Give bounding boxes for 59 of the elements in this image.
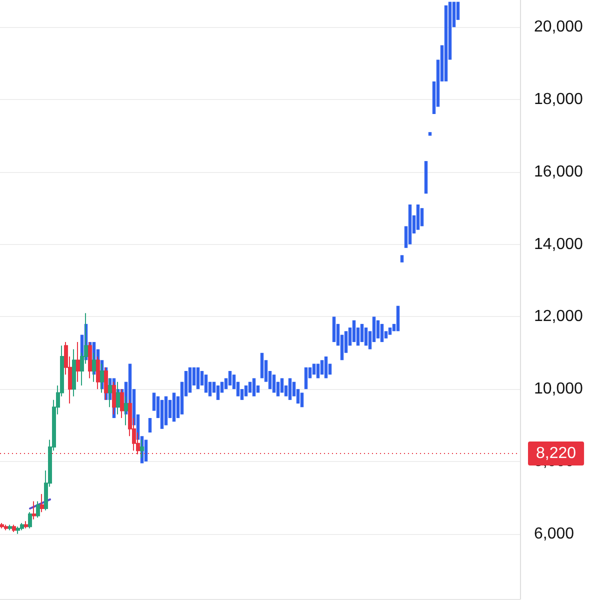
bar: [248, 382, 252, 393]
bar: [324, 356, 328, 378]
bar: [280, 378, 284, 393]
bar: [216, 385, 220, 400]
candlestick: [40, 494, 44, 513]
bar: [380, 324, 384, 342]
bar: [420, 208, 424, 226]
candlestick: [24, 520, 28, 529]
y-tick-label: 12,000: [534, 308, 584, 326]
bar: [388, 328, 392, 335]
bar: [172, 392, 176, 422]
bar: [416, 204, 420, 230]
y-tick-label: 6,000: [534, 525, 574, 542]
candlestick: [36, 500, 40, 518]
bar: [312, 364, 316, 375]
y-tick-label: 18,000: [534, 91, 584, 108]
bar: [272, 374, 276, 393]
bar: [352, 320, 356, 342]
bar: [332, 316, 336, 342]
candlestick: [20, 522, 24, 531]
candlestick: [0, 522, 4, 529]
y-tick-label: 20,000: [534, 18, 584, 36]
bar: [188, 367, 192, 393]
y-tick-label: 10,000: [534, 380, 584, 398]
bar: [444, 5, 448, 82]
bar: [148, 418, 152, 433]
bar: [428, 132, 432, 136]
candlestick: [16, 526, 20, 534]
bar: [396, 306, 400, 332]
bar: [164, 396, 168, 426]
bar: [424, 161, 428, 194]
bar: [288, 378, 292, 400]
bar: [260, 352, 264, 378]
bar: [316, 364, 320, 378]
candlestick: [4, 524, 8, 531]
bar: [320, 360, 324, 375]
bar: [196, 367, 200, 390]
bar: [304, 367, 308, 390]
candlestick: [72, 348, 76, 397]
bar: [252, 378, 256, 396]
bar: [204, 374, 208, 393]
candlestick: [76, 342, 80, 382]
candlestick: [12, 524, 16, 533]
candlestick: [32, 500, 36, 520]
bar: [408, 204, 412, 244]
bar: [228, 370, 232, 386]
ref-line-label: 8,220: [536, 445, 576, 462]
bar: [160, 400, 164, 429]
bar: [376, 320, 380, 338]
candlestick: [8, 524, 12, 531]
y-tick-label: 14,000: [534, 236, 584, 253]
bar: [144, 440, 148, 462]
bar: [400, 255, 404, 262]
y-tick-label: 16,000: [534, 163, 584, 180]
bar: [300, 392, 304, 408]
bar: [360, 324, 364, 342]
bar: [244, 385, 248, 396]
candlestick: [28, 512, 32, 529]
bar: [364, 328, 368, 346]
